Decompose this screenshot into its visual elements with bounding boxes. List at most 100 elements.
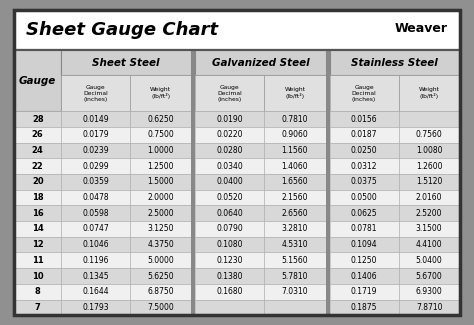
Bar	[14, 284, 61, 300]
Bar	[264, 268, 326, 284]
Text: 0.0478: 0.0478	[82, 193, 109, 202]
Bar	[195, 111, 264, 127]
Text: 11: 11	[32, 256, 44, 265]
Text: 0.1719: 0.1719	[351, 287, 377, 296]
Text: 0.0190: 0.0190	[217, 115, 243, 124]
Text: 2.0160: 2.0160	[416, 193, 442, 202]
Bar	[264, 253, 326, 268]
Bar	[264, 190, 326, 205]
Text: 0.0640: 0.0640	[217, 209, 243, 218]
Text: 7.0310: 7.0310	[282, 287, 308, 296]
Bar	[130, 221, 191, 237]
Text: 0.1250: 0.1250	[351, 256, 377, 265]
Text: 14: 14	[32, 225, 44, 233]
Bar	[326, 253, 329, 268]
Text: 0.0156: 0.0156	[351, 115, 377, 124]
Text: 1.2600: 1.2600	[416, 162, 442, 171]
Bar	[326, 205, 329, 221]
Bar	[61, 221, 130, 237]
Text: 0.0400: 0.0400	[217, 177, 243, 187]
Bar	[264, 158, 326, 174]
Bar	[191, 268, 195, 284]
Bar	[14, 253, 61, 268]
Text: 0.0220: 0.0220	[217, 130, 243, 139]
Bar	[14, 50, 460, 315]
Bar	[130, 300, 191, 315]
Bar	[191, 221, 195, 237]
Bar	[14, 268, 61, 284]
Text: 0.0179: 0.0179	[82, 130, 109, 139]
Bar	[326, 174, 329, 190]
Bar	[195, 158, 264, 174]
Text: 0.0239: 0.0239	[82, 146, 109, 155]
Bar	[195, 50, 326, 75]
Text: 3.1250: 3.1250	[147, 225, 174, 233]
Bar	[264, 143, 326, 158]
Text: 0.0280: 0.0280	[217, 146, 243, 155]
Bar	[264, 221, 326, 237]
Text: Weaver: Weaver	[395, 22, 448, 35]
Text: 1.1560: 1.1560	[282, 146, 308, 155]
Bar	[264, 111, 326, 127]
Text: 0.0598: 0.0598	[82, 209, 109, 218]
Text: 0.0625: 0.0625	[351, 209, 377, 218]
Bar	[191, 158, 195, 174]
Bar	[191, 111, 195, 127]
Bar	[329, 237, 399, 253]
Text: 0.1875: 0.1875	[351, 303, 377, 312]
Text: Weight
(lb/ft²): Weight (lb/ft²)	[150, 87, 171, 99]
Bar	[61, 127, 130, 143]
Bar	[329, 268, 399, 284]
Text: 1.0000: 1.0000	[147, 146, 174, 155]
Text: 5.6250: 5.6250	[147, 271, 174, 280]
Text: Gauge
Decimal
(inches): Gauge Decimal (inches)	[218, 84, 242, 101]
Text: 20: 20	[32, 177, 44, 187]
Text: 18: 18	[32, 193, 44, 202]
Bar	[14, 111, 61, 127]
Bar	[399, 300, 460, 315]
Text: 0.0312: 0.0312	[351, 162, 377, 171]
Bar	[399, 158, 460, 174]
Bar	[14, 300, 61, 315]
Text: 0.0187: 0.0187	[351, 130, 377, 139]
Text: Gauge: Gauge	[19, 76, 56, 86]
Bar	[326, 190, 329, 205]
Bar	[191, 143, 195, 158]
Text: 2.0000: 2.0000	[147, 193, 174, 202]
Bar	[61, 268, 130, 284]
Bar	[264, 237, 326, 253]
Bar	[399, 127, 460, 143]
Text: 0.1230: 0.1230	[217, 256, 243, 265]
Bar	[61, 143, 130, 158]
Bar	[14, 50, 460, 315]
Text: 2.5200: 2.5200	[416, 209, 442, 218]
Text: 5.0000: 5.0000	[147, 256, 174, 265]
Bar	[130, 284, 191, 300]
Bar	[264, 127, 326, 143]
Text: 0.1046: 0.1046	[82, 240, 109, 249]
Bar	[130, 174, 191, 190]
Bar	[14, 158, 61, 174]
Text: Sheet Steel: Sheet Steel	[92, 58, 160, 68]
Text: 3.2810: 3.2810	[282, 225, 308, 233]
Bar	[326, 111, 329, 127]
Text: 0.7560: 0.7560	[416, 130, 443, 139]
Text: 0.1080: 0.1080	[217, 240, 243, 249]
Text: 5.0400: 5.0400	[416, 256, 443, 265]
Text: 1.2500: 1.2500	[147, 162, 174, 171]
Bar	[130, 237, 191, 253]
Bar	[329, 221, 399, 237]
Bar	[130, 205, 191, 221]
Text: 2.1560: 2.1560	[282, 193, 308, 202]
Bar	[326, 268, 329, 284]
Text: 1.4060: 1.4060	[282, 162, 308, 171]
Bar	[14, 221, 61, 237]
Bar	[195, 205, 264, 221]
Bar	[329, 111, 399, 127]
Bar	[399, 174, 460, 190]
Bar	[399, 237, 460, 253]
Bar	[399, 75, 460, 111]
Bar	[329, 205, 399, 221]
Bar	[61, 253, 130, 268]
Bar	[61, 300, 130, 315]
